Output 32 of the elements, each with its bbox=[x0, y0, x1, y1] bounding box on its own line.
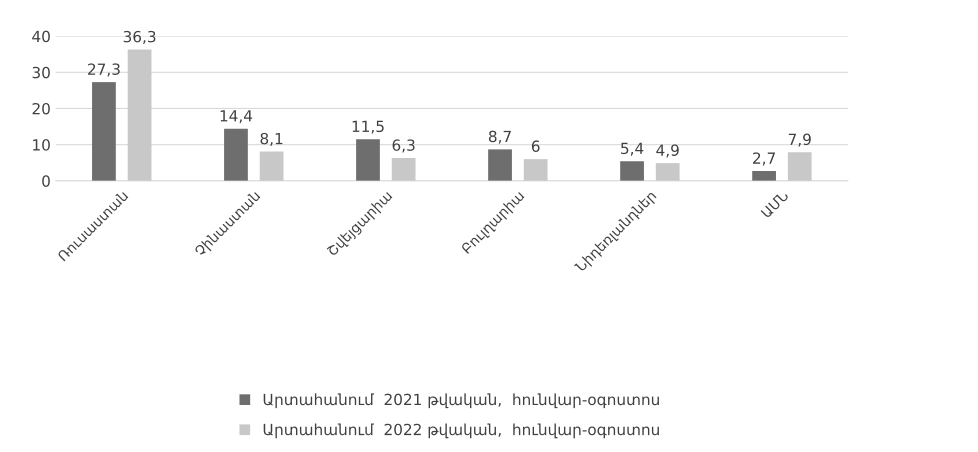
data-label: 4,9 bbox=[656, 144, 679, 158]
legend-label: Արտահանում 2021 թվական, հունվար-օգոստոս bbox=[264, 393, 659, 408]
data-label: 8,1 bbox=[260, 132, 282, 146]
bar bbox=[488, 149, 512, 181]
data-label: 27,3 bbox=[88, 63, 120, 77]
bar bbox=[524, 159, 548, 181]
data-label: 6 bbox=[532, 140, 540, 152]
bar bbox=[656, 163, 680, 181]
y-tick-label: 10 bbox=[33, 139, 50, 151]
data-label: 14,4 bbox=[220, 110, 252, 124]
bar bbox=[356, 139, 380, 181]
bar bbox=[224, 128, 248, 181]
bar bbox=[92, 82, 116, 181]
x-tick-label: ԱՄՆ bbox=[760, 190, 790, 218]
data-label: 36,3 bbox=[124, 30, 156, 44]
y-tick-label: 20 bbox=[32, 102, 50, 114]
bar bbox=[392, 158, 416, 181]
bar bbox=[620, 161, 644, 181]
data-label: 5,4 bbox=[621, 142, 644, 156]
data-label: 11,5 bbox=[352, 120, 384, 134]
y-tick-label: 40 bbox=[32, 30, 50, 42]
y-tick-label: 0 bbox=[42, 175, 50, 187]
data-label: 6,3 bbox=[392, 139, 415, 152]
bar bbox=[128, 50, 152, 181]
bar bbox=[752, 171, 776, 181]
data-label: 2,7 bbox=[753, 152, 775, 166]
data-label: 7,9 bbox=[788, 134, 811, 147]
y-tick-label: 30 bbox=[32, 66, 50, 78]
legend-label: Արտահանում 2022 թվական, հունվար-օգոստոս bbox=[264, 423, 659, 438]
bar bbox=[260, 152, 284, 181]
data-label: 8,7 bbox=[488, 130, 511, 144]
bar bbox=[788, 152, 812, 181]
